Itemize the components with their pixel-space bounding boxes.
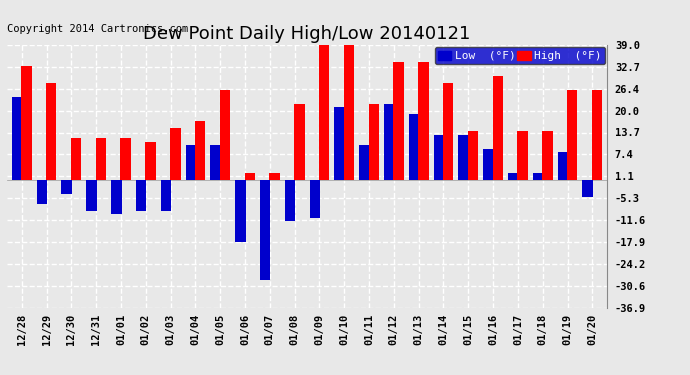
Bar xyxy=(408,114,420,180)
Bar xyxy=(592,90,602,180)
Bar xyxy=(310,180,320,218)
Bar xyxy=(294,104,304,180)
Bar xyxy=(86,180,97,211)
Bar xyxy=(37,180,47,204)
Bar xyxy=(46,83,57,180)
Bar xyxy=(219,90,230,180)
Bar xyxy=(170,128,181,180)
Bar xyxy=(344,45,354,180)
Title: Dew Point Daily High/Low 20140121: Dew Point Daily High/Low 20140121 xyxy=(144,26,471,44)
Bar xyxy=(186,145,196,180)
Bar xyxy=(244,173,255,180)
Bar xyxy=(111,180,121,214)
Bar xyxy=(433,135,444,180)
Bar xyxy=(285,180,295,221)
Bar xyxy=(61,180,72,194)
Bar xyxy=(384,104,395,180)
Bar xyxy=(21,66,32,180)
Bar xyxy=(558,152,568,180)
Bar xyxy=(12,97,22,180)
Text: Copyright 2014 Cartronics.com: Copyright 2014 Cartronics.com xyxy=(7,24,188,34)
Bar xyxy=(567,90,578,180)
Bar xyxy=(96,138,106,180)
Bar xyxy=(418,62,428,180)
Bar xyxy=(533,173,543,180)
Bar xyxy=(260,180,270,280)
Bar xyxy=(443,83,453,180)
Bar xyxy=(319,45,329,180)
Bar xyxy=(582,180,593,197)
Bar xyxy=(458,135,469,180)
Bar xyxy=(493,76,503,180)
Bar xyxy=(195,121,206,180)
Bar xyxy=(235,180,246,242)
Bar xyxy=(161,180,171,211)
Bar xyxy=(121,138,131,180)
Bar xyxy=(335,107,345,180)
Bar xyxy=(483,149,493,180)
Bar xyxy=(146,142,156,180)
Bar xyxy=(210,145,221,180)
Legend: Low  (°F), High  (°F): Low (°F), High (°F) xyxy=(435,47,605,64)
Bar xyxy=(359,145,370,180)
Bar xyxy=(136,180,146,211)
Bar xyxy=(71,138,81,180)
Bar xyxy=(269,173,279,180)
Bar xyxy=(542,132,553,180)
Bar xyxy=(468,132,478,180)
Bar xyxy=(393,62,404,180)
Bar xyxy=(368,104,379,180)
Bar xyxy=(518,132,528,180)
Bar xyxy=(508,173,518,180)
